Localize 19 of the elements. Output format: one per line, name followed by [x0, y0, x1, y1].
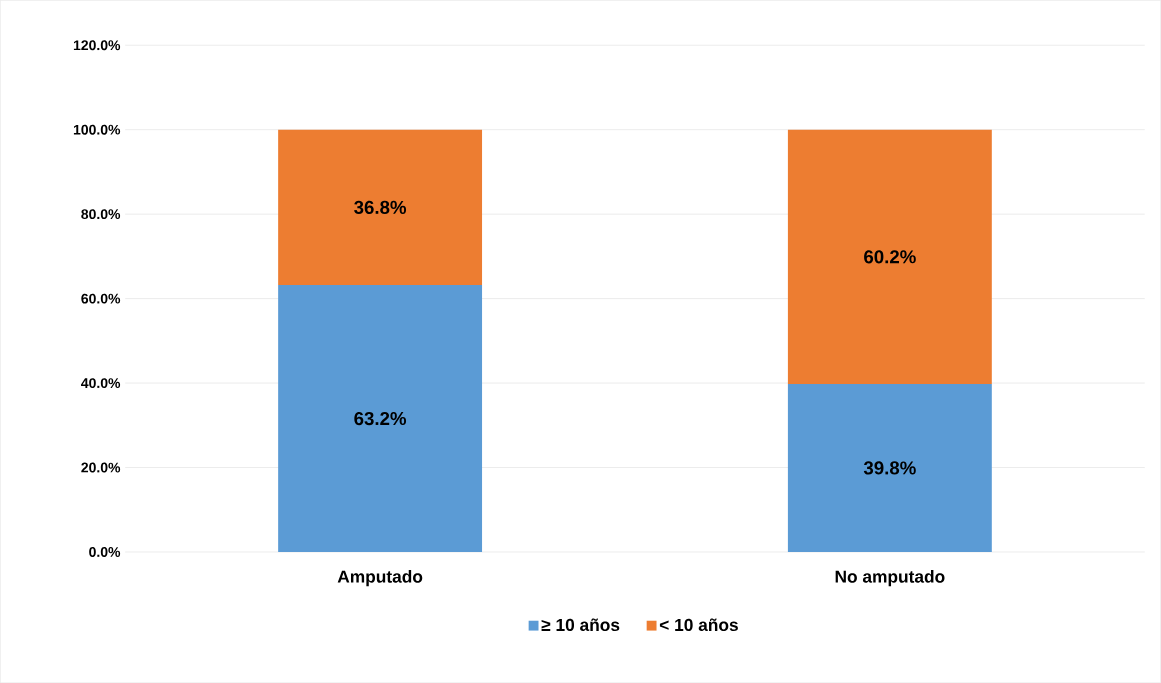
- y-tick-label: 120.0%: [73, 40, 121, 51]
- legend-label: < 10 años: [659, 618, 738, 631]
- x-tick-label: No amputado: [835, 569, 945, 587]
- legend-label: ≥ 10 años: [541, 618, 620, 631]
- y-tick-label: 20.0%: [81, 462, 121, 473]
- y-tick-label: 40.0%: [81, 378, 121, 388]
- y-tick-label: 60.0%: [81, 293, 121, 304]
- y-tick-label: 100.0%: [73, 124, 121, 135]
- bar: [278, 285, 483, 552]
- bar: [787, 129, 992, 384]
- data-label: 39.8%: [863, 461, 916, 475]
- y-tick-label: 80.0%: [81, 209, 121, 220]
- bar: [787, 383, 992, 552]
- data-label: 36.8%: [354, 200, 407, 214]
- data-label: 63.2%: [354, 411, 407, 426]
- x-tick-label: Amputado: [337, 569, 423, 587]
- bar: [278, 129, 483, 286]
- y-tick-label: 0.0%: [89, 546, 121, 557]
- data-label: 60.2%: [864, 250, 916, 264]
